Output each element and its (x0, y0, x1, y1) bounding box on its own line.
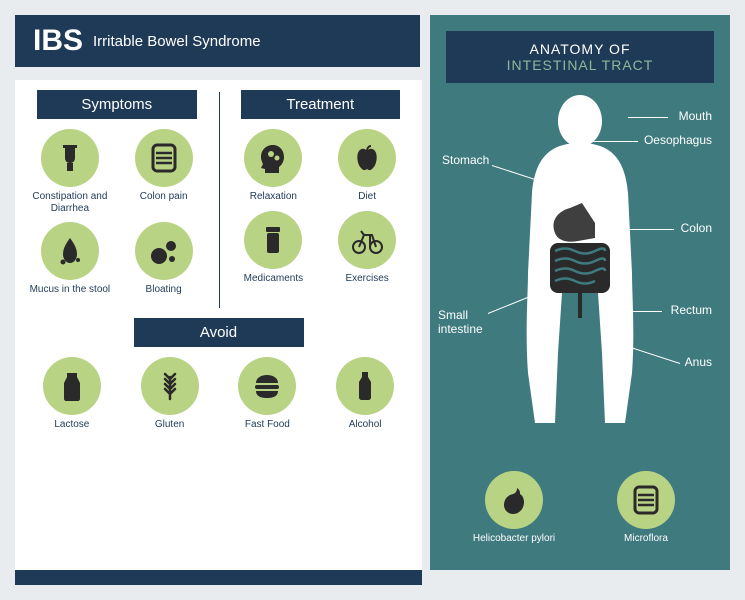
pill-bottle-icon (244, 211, 302, 269)
anatomy-header-l1: ANATOMY OF (446, 41, 714, 57)
mucus-icon (41, 222, 99, 280)
anatomy-label: Microflora (624, 533, 668, 545)
treatment-label: Relaxation (250, 191, 297, 203)
treatment-header: Treatment (241, 90, 401, 119)
treatment-item: Medicaments (228, 211, 318, 285)
avoid-item: Alcohol (320, 357, 410, 431)
symptom-label: Colon pain (140, 191, 188, 203)
symptom-item: Mucus in the stool (25, 222, 115, 296)
avoid-label: Lactose (54, 419, 89, 431)
label-mouth: Mouth (679, 109, 712, 123)
symptom-item: Bloating (119, 222, 209, 296)
toilet-icon (41, 129, 99, 187)
milk-icon (43, 357, 101, 415)
bottle-icon (336, 357, 394, 415)
label-colon: Colon (681, 221, 712, 235)
title-abbr: IBS (33, 24, 83, 58)
treatment-item: Diet (322, 129, 412, 203)
symptom-item: Colon pain (119, 129, 209, 214)
treatment-label: Diet (358, 191, 376, 203)
treatment-item: Relaxation (228, 129, 318, 203)
wheat-icon (141, 357, 199, 415)
label-oesophagus: Oesophagus (644, 133, 712, 147)
symptom-label: Constipation andDiarrhea (32, 191, 107, 214)
treatment-section: Treatment Relaxation Diet Medicaments Exerc… (219, 80, 423, 314)
bottom-bar (15, 570, 422, 585)
title-full: Irritable Bowel Syndrome (93, 33, 261, 50)
avoid-item: Gluten (125, 357, 215, 431)
label-anus: Anus (685, 355, 712, 369)
head-gears-icon (244, 129, 302, 187)
symptoms-header: Symptoms (37, 90, 197, 119)
anatomy-panel: ANATOMY OF INTESTINAL TRACT Mouth (430, 15, 730, 570)
anatomy-header-l2: INTESTINAL TRACT (446, 57, 714, 73)
anatomy-header: ANATOMY OF INTESTINAL TRACT (446, 31, 714, 83)
treatment-label: Exercises (345, 273, 388, 285)
anatomy-item: Microflora (583, 471, 710, 545)
bubbles-icon (135, 222, 193, 280)
anatomy-label: Helicobacter pylori (473, 533, 555, 545)
treatment-item: Exercises (322, 211, 412, 285)
avoid-label: Alcohol (349, 419, 382, 431)
apple-icon (338, 129, 396, 187)
avoid-item: Fast Food (222, 357, 312, 431)
anatomy-item: Helicobacter pylori (451, 471, 578, 545)
avoid-section: Avoid Lactose Gluten Fast Food Alcohol (15, 314, 422, 447)
avoid-label: Fast Food (245, 419, 290, 431)
label-stomach: Stomach (442, 153, 489, 167)
human-body-icon (500, 93, 660, 433)
treatment-label: Medicaments (244, 273, 303, 285)
avoid-item: Lactose (27, 357, 117, 431)
symptom-label: Bloating (146, 284, 182, 296)
section-divider (219, 92, 220, 308)
intestine-icon (135, 129, 193, 187)
symptoms-section: Symptoms Constipation andDiarrhea Colon p… (15, 80, 219, 314)
body-diagram: Mouth Oesophagus Stomach Colon Small int… (430, 93, 730, 463)
label-rectum: Rectum (671, 303, 712, 317)
burger-icon (238, 357, 296, 415)
avoid-header: Avoid (134, 318, 304, 347)
avoid-label: Gluten (155, 419, 184, 431)
left-panel: Symptoms Constipation andDiarrhea Colon p… (15, 80, 422, 570)
symptom-label: Mucus in the stool (30, 284, 111, 296)
title-bar: IBS Irritable Bowel Syndrome (15, 15, 420, 67)
symptom-item: Constipation andDiarrhea (25, 129, 115, 214)
bicycle-icon (338, 211, 396, 269)
stomach-icon (485, 471, 543, 529)
intestine-icon (617, 471, 675, 529)
